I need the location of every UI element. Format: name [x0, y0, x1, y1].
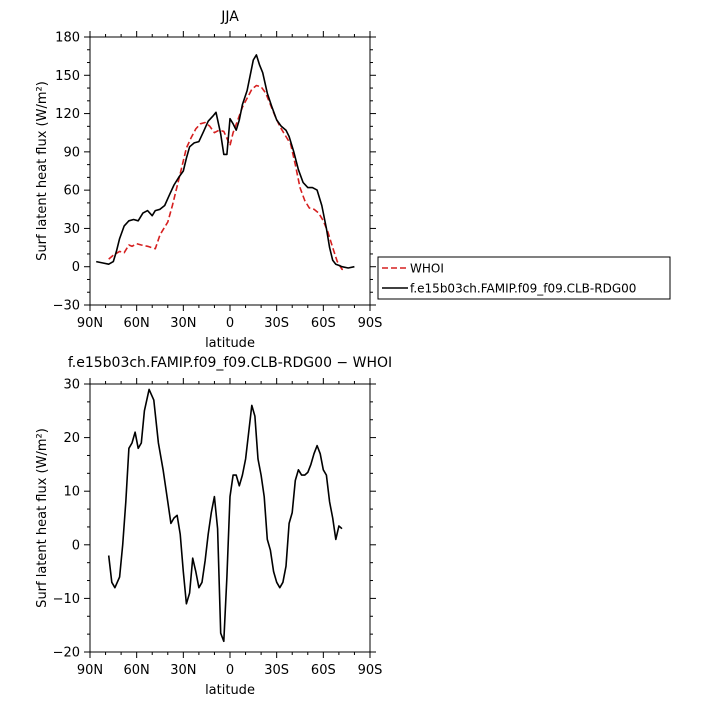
y-tick-label: 120 — [55, 107, 80, 122]
x-tick-label: 60S — [311, 316, 336, 331]
y-tick-label: −30 — [53, 299, 80, 314]
x-tick-label: 30N — [170, 663, 196, 678]
x-tick-label: 90N — [77, 663, 103, 678]
x-tick-label: 90S — [358, 316, 383, 331]
plot-frame — [89, 36, 371, 306]
y-axis-label: Surf latent heat flux (W/m²) — [35, 81, 50, 261]
y-tick-label: 60 — [63, 184, 80, 199]
y-tick-label: −10 — [53, 592, 80, 607]
plot-frame — [89, 383, 371, 653]
chart-title: f.e15b03ch.FAMIP.f09_f09.CLB-RDG00 − WHO… — [68, 355, 392, 371]
x-tick-label: 30S — [264, 316, 289, 331]
x-tick-label: 30N — [170, 316, 196, 331]
legend-label-1: f.e15b03ch.FAMIP.f09_f09.CLB-RDG00 — [410, 282, 636, 296]
x-axis-label: latitude — [205, 336, 255, 351]
y-tick-label: 10 — [63, 485, 80, 500]
y-tick-label: 0 — [72, 260, 80, 275]
y-tick-label: 20 — [63, 431, 80, 446]
y-tick-label: 90 — [63, 145, 80, 160]
bottom-chart: f.e15b03ch.FAMIP.f09_f09.CLB-RDG00 − WHO… — [35, 355, 392, 698]
x-tick-label: 0 — [226, 316, 234, 331]
series-line-0 — [107, 388, 343, 643]
legend: WHOI f.e15b03ch.FAMIP.f09_f09.CLB-RDG00 — [377, 256, 671, 300]
y-tick-label: 30 — [63, 378, 80, 393]
x-tick-label: 0 — [226, 663, 234, 678]
series-line-0 — [108, 84, 346, 271]
y-axis-label: Surf latent heat flux (W/m²) — [35, 428, 50, 608]
top-chart: JJA 90N 60N 30N 0 30S 60S 90S −30 0 30 60 90 120 150 18… — [35, 9, 671, 351]
y-tick-label: 180 — [55, 31, 80, 46]
x-tick-label: 30S — [264, 663, 289, 678]
series-line-1 — [96, 54, 355, 269]
x-tick-label: 90S — [358, 663, 383, 678]
x-axis-label: latitude — [205, 683, 255, 698]
legend-label-0: WHOI — [410, 262, 444, 276]
y-tick-label: 0 — [72, 538, 80, 553]
chart-title: JJA — [220, 9, 239, 25]
y-tick-label: −20 — [53, 646, 80, 661]
y-tick-label: 150 — [55, 69, 80, 84]
x-tick-label: 60N — [124, 663, 150, 678]
x-tick-label: 90N — [77, 316, 103, 331]
y-tick-label: 30 — [63, 222, 80, 237]
x-tick-label: 60S — [311, 663, 336, 678]
legend-box — [377, 256, 671, 300]
x-tick-label: 60N — [124, 316, 150, 331]
